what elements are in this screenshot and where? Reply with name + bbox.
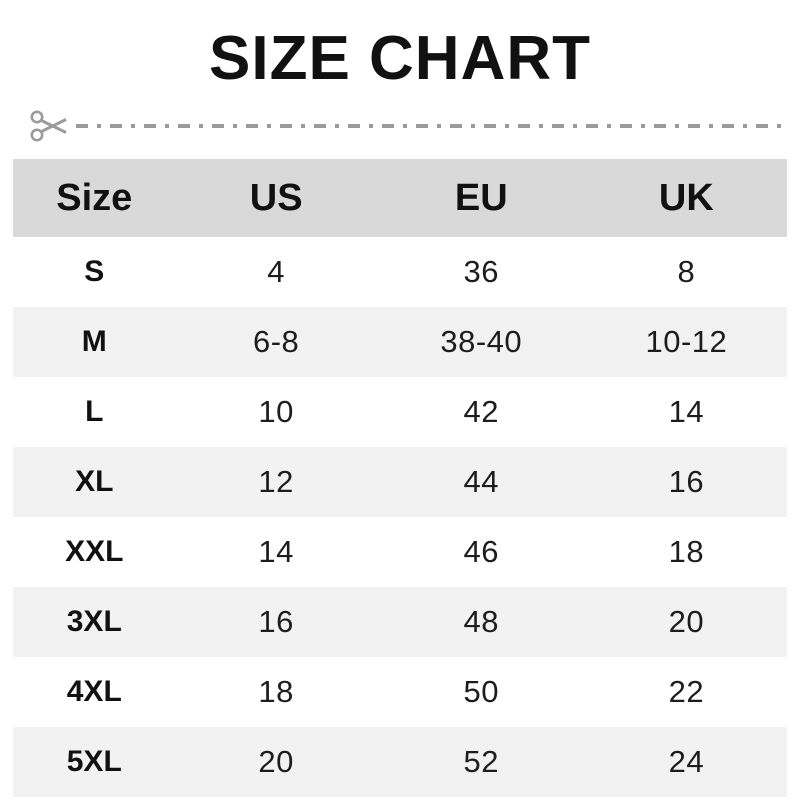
size-cell: XXL [65, 535, 124, 569]
uk-cell: 22 [668, 674, 705, 710]
table-row-4xl: 4XL 18 50 22 [13, 657, 787, 728]
table-header-row: Size US EU UK [13, 159, 787, 238]
uk-cell: 14 [668, 394, 705, 430]
column-header-us: US [249, 176, 303, 219]
eu-cell: 44 [463, 464, 499, 500]
uk-cell: 20 [668, 604, 705, 640]
page-title: SIZE CHART [209, 24, 591, 93]
table-row-xxl: XXL 14 46 18 [13, 517, 787, 588]
us-cell: 14 [258, 534, 294, 570]
eu-cell: 42 [463, 394, 499, 430]
eu-cell: 46 [463, 534, 499, 570]
uk-cell: 16 [668, 464, 705, 500]
us-cell: 4 [267, 254, 286, 290]
us-cell: 18 [258, 674, 294, 710]
us-cell: 10 [258, 394, 294, 430]
table-row-m: M 6-8 38-40 10-12 [13, 307, 787, 378]
table-row-s: S 4 36 8 [13, 237, 787, 308]
size-cell: 5XL [66, 745, 122, 779]
size-cell: 3XL [66, 605, 122, 639]
eu-cell: 36 [463, 254, 499, 290]
us-cell: 12 [258, 464, 294, 500]
column-header-eu: EU [454, 176, 508, 219]
uk-cell: 18 [668, 534, 705, 570]
us-cell: 20 [258, 744, 294, 780]
column-header-size: Size [56, 176, 133, 219]
size-cell: S [84, 255, 105, 289]
size-cell: L [85, 395, 104, 429]
table-row-xl: XL 12 44 16 [13, 447, 787, 518]
table-row-l: L 10 42 14 [13, 377, 787, 448]
size-cell: 4XL [66, 675, 122, 709]
eu-cell: 38-40 [440, 324, 523, 360]
uk-cell: 24 [668, 744, 705, 780]
uk-cell: 8 [677, 254, 696, 290]
table-row-3xl: 3XL 16 48 20 [13, 587, 787, 658]
us-cell: 16 [258, 604, 294, 640]
dashed-cut-line [76, 124, 784, 129]
us-cell: 6-8 [252, 324, 300, 360]
uk-cell: 10-12 [645, 324, 728, 360]
size-cell: XL [75, 465, 114, 499]
size-cell: M [81, 325, 107, 359]
cut-line [28, 107, 784, 145]
column-header-uk: UK [658, 176, 714, 219]
eu-cell: 52 [463, 744, 499, 780]
scissors-icon [30, 110, 67, 142]
eu-cell: 48 [463, 604, 499, 640]
table-row-5xl: 5XL 20 52 24 [13, 727, 787, 798]
eu-cell: 50 [463, 674, 499, 710]
size-chart-table: Size US EU UK S 4 36 8 M 6-8 38-40 10-12… [13, 159, 787, 798]
